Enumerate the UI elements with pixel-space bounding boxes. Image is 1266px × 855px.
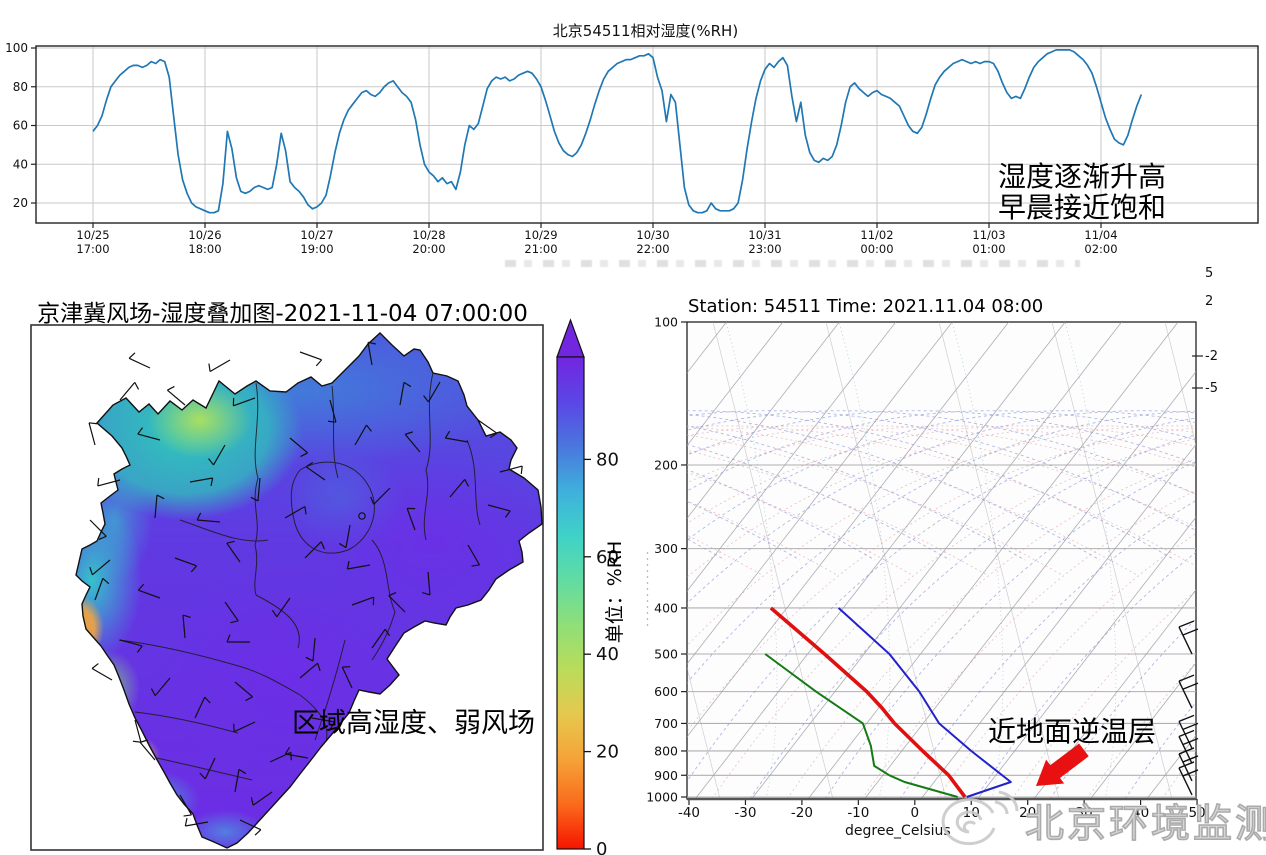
humidity-chart-title: 北京54511相对湿度(%RH) [552, 22, 739, 40]
svg-text:19:00: 19:00 [300, 242, 333, 256]
svg-text:20:00: 20:00 [412, 242, 445, 256]
svg-text:100: 100 [5, 41, 28, 55]
svg-text:01:00: 01:00 [972, 242, 1005, 256]
svg-text:17:00: 17:00 [76, 242, 109, 256]
svg-text:400: 400 [654, 600, 678, 615]
svg-text:10/28: 10/28 [412, 228, 445, 242]
svg-text:2: 2 [1205, 294, 1213, 309]
svg-text:0: 0 [596, 839, 607, 855]
svg-text:300: 300 [654, 541, 678, 556]
svg-text:20: 20 [596, 742, 619, 763]
skewt-annotation: 近地面逆温层 [988, 715, 1157, 748]
svg-text:-5: -5 [1205, 381, 1218, 396]
svg-text:800: 800 [654, 743, 678, 758]
wind-barbs [88, 341, 523, 836]
svg-text:1000: 1000 [646, 790, 678, 805]
svg-text:40: 40 [13, 157, 28, 171]
wind-humidity-map: 80 60 40 20 0 [30, 318, 619, 855]
watermark-text: 北京环境监测 [1024, 801, 1266, 848]
humidity-annotation: 湿度逐渐升高 早晨接近饱和 [998, 161, 1166, 224]
skewt-background-grid [687, 322, 1196, 799]
svg-text:-10: -10 [847, 805, 869, 821]
svg-text:02:00: 02:00 [1084, 242, 1117, 256]
svg-text:200: 200 [654, 457, 678, 472]
skewt-sounding-curves [764, 606, 1012, 799]
svg-text:18:00: 18:00 [188, 242, 221, 256]
svg-text:30: 30 [1076, 805, 1093, 821]
svg-text:-2: -2 [1205, 349, 1218, 364]
svg-text:10/29: 10/29 [524, 228, 557, 242]
svg-text:23:00: 23:00 [748, 242, 781, 256]
svg-text:900: 900 [654, 768, 678, 783]
watermark: 北京环境监测 [915, 780, 1266, 855]
svg-text:00:00: 00:00 [860, 242, 893, 256]
svg-text:50: 50 [1188, 805, 1205, 821]
sounding-curve-green [764, 653, 958, 798]
svg-text:11/03: 11/03 [972, 228, 1005, 242]
svg-text:11/04: 11/04 [1084, 228, 1117, 242]
svg-text:80: 80 [13, 80, 28, 94]
faint-cropped-text [505, 260, 1080, 267]
svg-text:10/31: 10/31 [748, 228, 781, 242]
map-title: 京津冀风场-湿度叠加图-2021-11-04 07:00:00 [37, 301, 528, 327]
admin-boundaries [118, 372, 481, 781]
humidity-line [92, 49, 1143, 214]
svg-text:60: 60 [13, 119, 28, 133]
svg-text:60: 60 [596, 547, 619, 568]
svg-text:10/27: 10/27 [300, 228, 333, 242]
svg-text:500: 500 [654, 647, 678, 662]
svg-text:40: 40 [596, 644, 619, 665]
svg-text:-40: -40 [678, 805, 700, 821]
skewt-title: Station: 54511 Time: 2021.11.04 08:00 [688, 296, 1044, 317]
station-marker [358, 512, 366, 520]
inversion-arrow [1036, 743, 1089, 786]
svg-text:600: 600 [654, 684, 678, 699]
sounding-temperature [769, 606, 967, 799]
svg-text:10/30: 10/30 [636, 228, 669, 242]
svg-text:5: 5 [1205, 266, 1213, 281]
province-outline [75, 332, 543, 849]
svg-text:100: 100 [654, 315, 678, 330]
skewt-wind-barbs [1178, 620, 1199, 796]
svg-text:22:00: 22:00 [636, 242, 669, 256]
svg-text:0: 0 [911, 805, 920, 821]
svg-text:21:00: 21:00 [524, 242, 557, 256]
svg-text:11/02: 11/02 [860, 228, 893, 242]
svg-text:-30: -30 [734, 805, 756, 821]
svg-text:10/26: 10/26 [188, 228, 221, 242]
skewt-xaxis-label: degree_Celsius [845, 823, 951, 839]
swirl-logo-icon [941, 790, 1019, 846]
colorbar-arrow [556, 318, 585, 358]
svg-text:20: 20 [13, 196, 28, 210]
sounding-curve-blue [837, 607, 1012, 798]
colorbar-gradient [556, 356, 585, 850]
map-annotation: 区域高湿度、弱风场 [292, 708, 535, 739]
svg-text:10/25: 10/25 [76, 228, 109, 242]
svg-text:80: 80 [596, 449, 619, 470]
svg-text:-20: -20 [791, 805, 813, 821]
humidity-annotation-line1: 湿度逐渐升高 [998, 160, 1167, 193]
svg-text:20: 20 [1019, 805, 1036, 821]
svg-text:700: 700 [654, 716, 678, 731]
colorbar: 80 60 40 20 0 [556, 318, 619, 855]
svg-text:40: 40 [1132, 805, 1149, 821]
colorbar-unit-label: 单位：%RH [604, 540, 626, 644]
humidity-annotation-line2: 早晨接近饱和 [998, 191, 1167, 225]
